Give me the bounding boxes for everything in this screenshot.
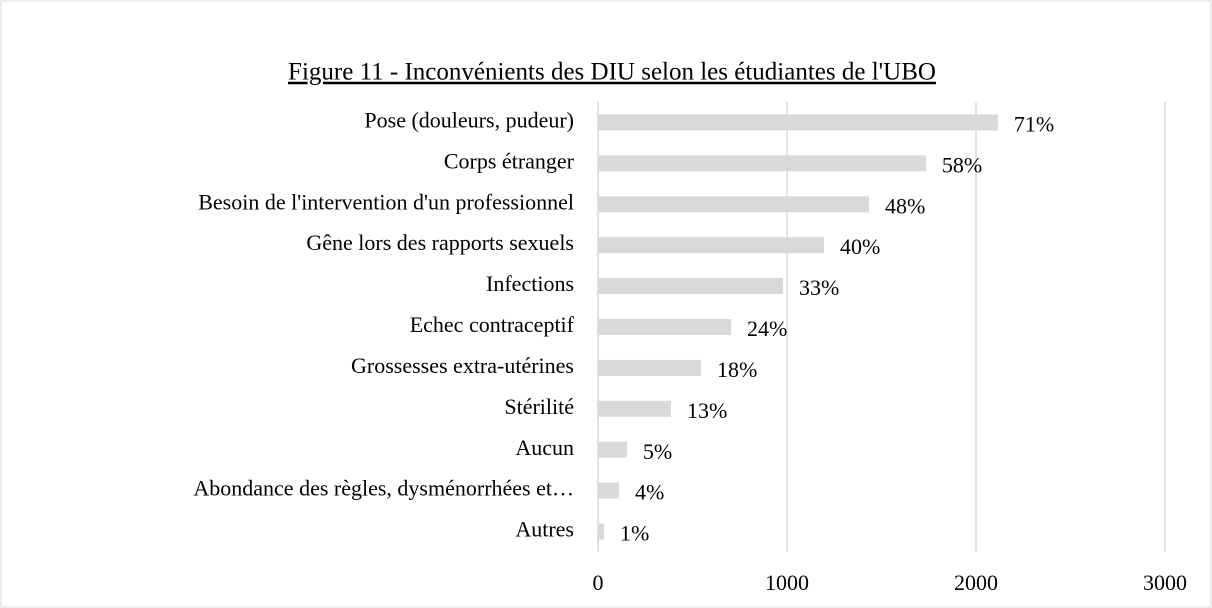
y-tick-label: Gêne lors des rapports sexuels bbox=[306, 230, 574, 255]
y-tick-label: Echec contraceptif bbox=[410, 312, 575, 337]
bar bbox=[598, 482, 619, 499]
bar bbox=[598, 523, 605, 540]
y-tick-label: Abondance des règles, dysménorrhées et… bbox=[193, 476, 574, 501]
data-label: 1% bbox=[620, 521, 649, 546]
data-label: 4% bbox=[635, 480, 664, 505]
data-label: 24% bbox=[747, 316, 787, 341]
data-label: 13% bbox=[687, 398, 727, 423]
data-label: 48% bbox=[885, 193, 925, 218]
x-tick-label: 0 bbox=[593, 570, 604, 595]
data-label: 58% bbox=[942, 152, 982, 177]
x-tick-label: 1000 bbox=[765, 570, 809, 595]
data-label: 18% bbox=[717, 357, 757, 382]
y-tick-label: Aucun bbox=[515, 435, 574, 460]
bar bbox=[598, 359, 702, 376]
y-tick-label: Corps étranger bbox=[444, 148, 575, 173]
x-tick-label: 3000 bbox=[1143, 570, 1187, 595]
bar bbox=[598, 237, 825, 254]
data-label: 33% bbox=[799, 275, 839, 300]
bar bbox=[598, 278, 784, 295]
chart-title: Figure 11 - Inconvénients des DIU selon … bbox=[288, 59, 936, 86]
bar bbox=[598, 400, 671, 417]
y-tick-label: Infections bbox=[486, 271, 574, 296]
y-tick-label: Stérilité bbox=[504, 394, 574, 419]
y-tick-label: Autres bbox=[515, 517, 574, 542]
y-tick-label: Grossesses extra-utérines bbox=[351, 353, 574, 378]
x-tick-label: 2000 bbox=[954, 570, 998, 595]
bar bbox=[598, 155, 926, 172]
data-label: 71% bbox=[1014, 112, 1054, 137]
y-tick-label: Besoin de l'intervention d'un profession… bbox=[198, 189, 574, 214]
bar bbox=[598, 319, 732, 335]
bar bbox=[598, 196, 870, 213]
data-label: 5% bbox=[643, 439, 672, 464]
y-tick-label: Pose (douleurs, pudeur) bbox=[364, 108, 574, 133]
data-label: 40% bbox=[840, 234, 880, 259]
bar bbox=[598, 441, 627, 458]
bar bbox=[598, 114, 998, 131]
